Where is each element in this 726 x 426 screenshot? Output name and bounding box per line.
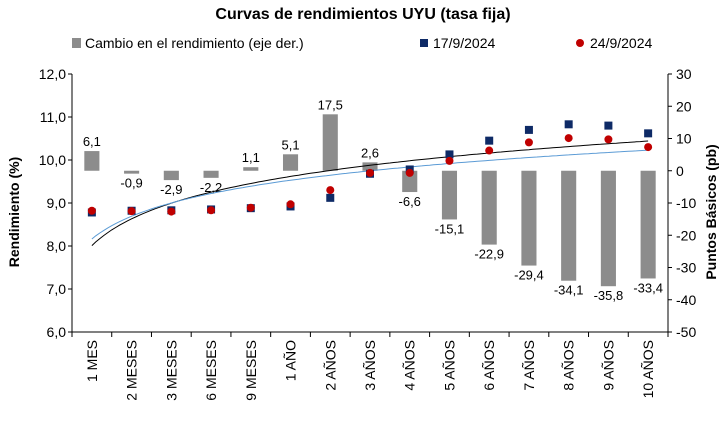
bar: [600, 170, 616, 287]
y-tick-label: 10,0: [39, 152, 66, 168]
x-tick-label: 7 AÑOS: [521, 340, 537, 391]
series2-point: [87, 206, 96, 215]
x-tick-label: 1 MES: [84, 340, 100, 382]
bar: [640, 170, 656, 279]
x-tick-label: 1 AÑO: [283, 340, 299, 381]
y2-tick-label: 10: [676, 131, 692, 147]
bar-data-label: -33,4: [633, 280, 663, 295]
plot-area: 6,0 7,0 8,0 9,0 10,0 11,0 12,0 -50 -40 -30 -20 -10 0…: [39, 66, 697, 401]
bar: [243, 167, 259, 171]
bar-data-label: -22,9: [474, 247, 504, 262]
x-tick-label: 9 AÑOS: [600, 340, 616, 391]
bar-data-label: -0,9: [120, 176, 142, 191]
x-tick-label: 3 AÑOS: [362, 340, 378, 391]
bar-data-label: 6,1: [83, 134, 101, 149]
bar-data-label: -2,9: [160, 182, 182, 197]
legend-series1-label: 17/9/2024: [433, 35, 495, 51]
series1-point: [326, 193, 335, 202]
series1-point: [604, 121, 613, 130]
series1-point: [445, 150, 454, 159]
series2-point: [445, 156, 454, 165]
x-tick-label: 3 MESES: [163, 340, 179, 401]
y2-axis-title: Puntos Básicos (pb): [703, 144, 719, 279]
bar: [163, 170, 179, 181]
y-tick-label: 7,0: [47, 281, 67, 297]
legend-series2-marker: [576, 39, 584, 47]
bar: [282, 154, 299, 171]
y2-tick-label: -20: [676, 227, 696, 243]
bar: [481, 170, 497, 245]
series1-point: [524, 125, 533, 134]
x-tick-label: 9 MESES: [243, 340, 259, 401]
x-tick-label: 5 AÑOS: [441, 340, 457, 391]
x-tick-label: 2 AÑOS: [322, 340, 338, 391]
y2-tick-label: -50: [676, 324, 696, 340]
legend-bar-swatch: [72, 38, 81, 48]
bar-data-label: 2,6: [361, 145, 379, 160]
legend-series2-label: 24/9/2024: [590, 35, 652, 51]
bar: [124, 170, 140, 174]
series2-point: [644, 143, 653, 152]
series2-point: [604, 135, 613, 144]
bar-data-label: -35,8: [594, 288, 624, 303]
y2-tick-label: 20: [676, 98, 692, 114]
series2-point: [127, 207, 136, 216]
x-tick-label: 10 AÑOS: [640, 340, 656, 398]
bar: [441, 170, 458, 220]
series2-point: [286, 200, 295, 209]
y2-tick-label: 0: [676, 163, 684, 179]
series2-point: [524, 138, 533, 147]
y2-tick-label: -40: [676, 292, 696, 308]
x-tick-label: 2 MESES: [124, 340, 140, 401]
x-tick-label: 6 MESES: [203, 340, 219, 401]
series2-point: [167, 207, 176, 216]
bar-data-label: -34,1: [554, 283, 584, 298]
bar: [402, 170, 418, 193]
series2-point: [405, 168, 414, 177]
x-tick-label: 4 AÑOS: [402, 340, 418, 391]
bar-data-label: -15,1: [435, 221, 465, 236]
y2-tick-label: 30: [676, 66, 692, 82]
bar: [561, 170, 577, 281]
y-tick-label: 9,0: [47, 195, 67, 211]
y-tick-label: 12,0: [39, 66, 66, 82]
bar-data-label: -6,6: [399, 194, 421, 209]
bar-data-label: 1,1: [242, 150, 260, 165]
series2-point: [207, 206, 216, 215]
y2-tick-label: -10: [676, 195, 696, 211]
legend-series1-marker: [420, 39, 428, 47]
legend: Cambio en el rendimiento (eje der.) 17/9…: [72, 35, 652, 51]
bar: [84, 151, 100, 171]
chart-title: Curvas de rendimientos UYU (tasa fija): [215, 6, 510, 23]
bar: [203, 170, 219, 178]
y-tick-label: 8,0: [47, 238, 67, 254]
series2-point: [326, 186, 335, 195]
bar-data-label: 5,1: [281, 137, 299, 152]
series2-point: [564, 134, 573, 143]
y-axis-title: Rendimiento (%): [6, 157, 22, 267]
x-tick-label: 8 AÑOS: [561, 340, 577, 391]
series2-point: [366, 168, 374, 177]
y-tick-label: 6,0: [47, 324, 67, 340]
y2-tick-label: -30: [676, 260, 696, 276]
x-tick-label: 6 AÑOS: [481, 340, 497, 391]
legend-bar-label: Cambio en el rendimiento (eje der.): [85, 35, 304, 51]
bar: [521, 170, 537, 266]
bar-data-label: -29,4: [514, 268, 544, 283]
series2-point: [246, 203, 255, 212]
series1-point: [644, 129, 653, 138]
bar: [362, 162, 378, 171]
series1-point: [564, 120, 573, 129]
series2-point: [485, 146, 494, 155]
y-tick-label: 11,0: [40, 109, 66, 125]
bar-data-label: 17,5: [318, 97, 343, 112]
bar: [322, 114, 338, 171]
series1-point: [485, 136, 494, 145]
